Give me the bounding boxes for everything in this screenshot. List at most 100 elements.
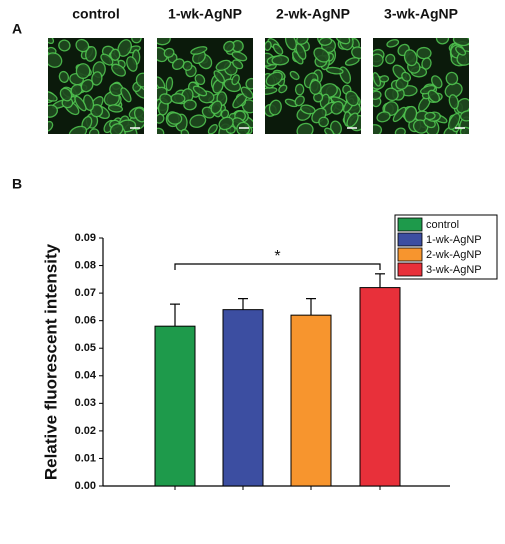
cell (459, 126, 469, 134)
cell (309, 79, 322, 95)
cell (265, 71, 283, 87)
cell (424, 111, 436, 121)
cell (445, 71, 459, 86)
cell (335, 38, 351, 45)
cell (421, 57, 432, 70)
cell (180, 128, 190, 134)
significance-bracket (174, 263, 381, 270)
cell (75, 63, 91, 80)
micrograph (373, 38, 469, 134)
cell (59, 87, 73, 102)
cell (213, 70, 226, 84)
cell (91, 71, 103, 86)
cell (75, 38, 90, 53)
cell (223, 40, 235, 53)
cell (135, 72, 144, 88)
cell (207, 124, 218, 134)
y-tick-label: 0.03 (75, 397, 96, 409)
cell (403, 49, 418, 67)
cell (170, 93, 186, 104)
cell (100, 53, 114, 66)
cell (455, 45, 467, 56)
cell (435, 38, 450, 45)
cell (157, 46, 168, 63)
cell (300, 104, 316, 115)
cell (385, 53, 396, 65)
cell (373, 90, 382, 100)
cell (376, 111, 391, 123)
cell (192, 85, 208, 97)
cell (48, 90, 58, 102)
cell (245, 77, 253, 90)
cell (345, 90, 359, 107)
cell (373, 53, 384, 67)
cell (157, 113, 165, 124)
cell (231, 74, 240, 86)
cell (74, 95, 87, 112)
cell (318, 116, 330, 128)
cell (330, 100, 344, 115)
annotation: * (274, 248, 280, 265)
cell (167, 112, 183, 125)
cell (294, 83, 305, 96)
cell (210, 100, 223, 115)
cell (183, 99, 197, 111)
cell (133, 107, 144, 123)
cell (313, 47, 330, 63)
y-tick-label: 0.05 (75, 342, 96, 354)
y-tick-label: 0.02 (75, 425, 96, 437)
cell (265, 40, 272, 51)
bar (222, 309, 264, 487)
bar (154, 325, 196, 487)
cell (85, 46, 97, 62)
column-title: 1-wk-AgNP (168, 6, 242, 22)
micrograph (265, 38, 361, 134)
cell (190, 46, 208, 55)
cell (111, 63, 126, 77)
y-axis-label: Relative fluorescent intensity (41, 243, 60, 480)
cell (271, 54, 290, 66)
legend-swatch (397, 247, 423, 262)
cell (427, 89, 441, 103)
bar (359, 287, 401, 487)
cell (231, 51, 248, 62)
cell (392, 106, 407, 123)
cell (284, 38, 297, 51)
bar (290, 314, 332, 487)
cell (296, 38, 309, 45)
y-tick-label: 0.08 (75, 259, 96, 271)
cell (157, 38, 171, 46)
cell (120, 87, 132, 103)
cell (296, 122, 314, 134)
cell (171, 58, 185, 70)
cells (265, 38, 361, 134)
panel-a: control 1-wk-AgNP 2-wk-AgNP 3-wk-AgNP (48, 6, 469, 134)
y-tick-label: 0.07 (75, 287, 96, 299)
cell (278, 84, 288, 94)
cell (109, 123, 124, 134)
cell (157, 127, 165, 134)
cell (240, 86, 253, 100)
cell (68, 125, 88, 134)
cell (401, 71, 412, 82)
cell (346, 112, 359, 128)
y-tick-label: 0.01 (75, 452, 96, 464)
cell (131, 38, 142, 44)
cell (194, 73, 206, 86)
cell (448, 94, 459, 110)
cell (295, 43, 307, 60)
cell (88, 128, 100, 134)
legend-swatch (397, 262, 423, 277)
cell (165, 76, 174, 92)
cell (272, 43, 284, 55)
column-title: control (72, 6, 119, 22)
y-tick-label: 0.00 (75, 480, 96, 492)
cell (384, 87, 399, 102)
cells (373, 38, 469, 134)
legend-label: 2-wk-AgNP (426, 249, 482, 261)
legend-swatch (397, 217, 423, 232)
legend-label: control (426, 219, 459, 231)
micrograph (48, 38, 144, 134)
cell (289, 70, 300, 81)
cell (344, 57, 360, 66)
